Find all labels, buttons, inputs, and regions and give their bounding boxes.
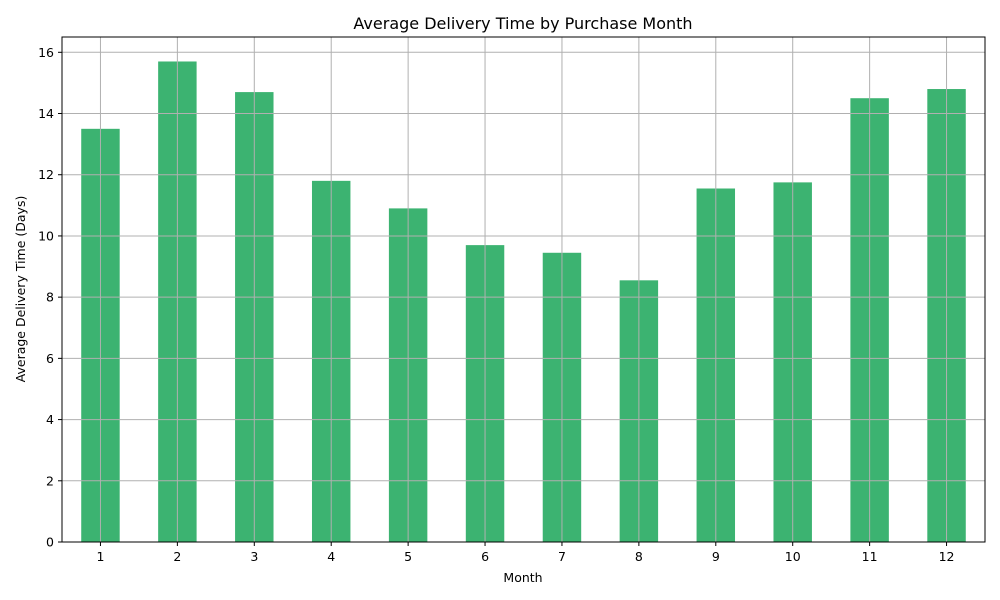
grid [62,37,985,543]
x-axis-label: Month [503,570,542,585]
x-tick-label: 7 [558,549,566,564]
y-tick-label: 16 [38,45,54,60]
x-tick-label: 9 [712,549,720,564]
x-tick-label: 10 [785,549,801,564]
chart-title: Average Delivery Time by Purchase Month [353,14,692,33]
x-tick-label: 11 [862,549,878,564]
x-tick-label: 6 [481,549,489,564]
x-tick-label: 5 [404,549,412,564]
x-tick-label: 4 [327,549,335,564]
y-tick-label: 6 [46,351,54,366]
x-tick-label: 12 [939,549,955,564]
x-tick-label: 1 [96,549,104,564]
y-tick-label: 0 [46,535,54,550]
y-tick-label: 14 [38,106,54,121]
y-tick-label: 8 [46,290,54,305]
y-axis-label: Average Delivery Time (Days) [13,196,28,383]
y-tick-label: 10 [38,228,54,243]
y-tick-label: 4 [46,412,54,427]
x-tick-label: 8 [635,549,643,564]
x-tick-label: 2 [173,549,181,564]
y-tick-label: 2 [46,473,54,488]
plot-frame [61,36,986,543]
x-tick-label: 3 [250,549,258,564]
y-tick-label: 12 [38,167,54,182]
